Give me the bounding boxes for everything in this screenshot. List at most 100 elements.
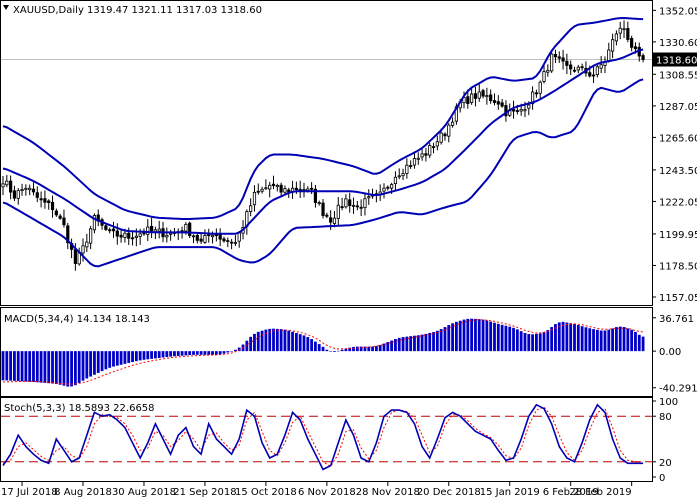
candle-body [294, 187, 298, 190]
candle-body [123, 232, 127, 238]
candle-body [515, 110, 519, 112]
price-axis-label: 1308.55 [659, 70, 697, 81]
time-axis-label: 6 Nov 2018 [298, 487, 356, 498]
macd-bar [508, 326, 512, 352]
stoch-axis-label: 80 [659, 412, 672, 423]
macd-bar [70, 351, 73, 387]
stoch-panel[interactable] [0, 397, 653, 482]
macd-axis-label: 0.00 [659, 347, 681, 358]
candle-body [222, 238, 226, 242]
macd-bar [39, 351, 43, 383]
candle-body [233, 241, 238, 244]
macd-bar [546, 330, 550, 352]
macd-bar [519, 331, 523, 352]
macd-bar [489, 321, 493, 352]
time-axis-label: 8 Aug 2018 [54, 487, 112, 498]
macd-bar [291, 331, 294, 352]
macd-bar [77, 351, 81, 383]
stoch-axis-label: 20 [659, 458, 672, 469]
macd-bar [89, 351, 93, 377]
macd-bar [127, 351, 131, 363]
candle-body [157, 228, 161, 232]
macd-bar [527, 334, 531, 352]
stoch-signal-line [2, 406, 644, 468]
candle-body [43, 198, 47, 203]
symbol-label: XAUUSD,Daily [13, 5, 84, 16]
macd-bar [1, 351, 5, 381]
macd-bar [51, 351, 54, 384]
candle-body [439, 132, 443, 143]
candle-body [275, 184, 279, 187]
macd-bar [260, 330, 264, 352]
macd-bar [317, 344, 321, 352]
macd-title: MACD(5,34,4) 14.134 18.143 [4, 314, 150, 325]
macd-bar [283, 329, 287, 352]
candle-body [595, 66, 599, 75]
macd-bar [253, 333, 256, 352]
macd-bar [626, 328, 630, 352]
macd-bar [176, 351, 180, 356]
ohlc-values: 1319.47 1321.11 1317.03 1318.60 [87, 5, 262, 16]
macd-signal-line [2, 319, 644, 385]
macd-bar [481, 319, 485, 352]
candle-body [538, 81, 542, 94]
price-axis-label: 1178.50 [659, 261, 697, 272]
candle-body [641, 55, 645, 60]
price-panel[interactable] [0, 0, 653, 306]
candle-body [599, 64, 603, 69]
macd-bar [367, 346, 371, 352]
macd-bar [24, 351, 28, 382]
macd-bar [131, 351, 134, 363]
macd-bar [302, 335, 306, 352]
candle-body [550, 53, 554, 72]
macd-bar [595, 329, 599, 352]
candle-body [580, 66, 584, 69]
macd-bar [565, 322, 569, 352]
candle-body [92, 215, 97, 231]
candle-body [530, 91, 535, 105]
macd-bar [615, 327, 618, 352]
price-axis-label: 1157.05 [659, 293, 697, 304]
candle-body [340, 206, 344, 209]
macd-bar [435, 330, 439, 352]
macd-bar [573, 324, 576, 352]
macd-bar [9, 351, 13, 381]
macd-bar [35, 351, 39, 383]
candle-body [527, 104, 531, 109]
macd-bar [180, 351, 184, 356]
time-axis-label: 21 Sep 2018 [173, 487, 236, 498]
macd-bar [588, 328, 592, 352]
macd-bar [142, 351, 146, 360]
time-axis-label: 28 Nov 2018 [356, 487, 420, 498]
macd-bar [192, 351, 195, 355]
candle-body [572, 69, 577, 72]
macd-bar [13, 351, 16, 381]
candle-body [9, 180, 13, 193]
macd-bar [569, 323, 573, 352]
dropdown-triangle-icon[interactable] [3, 5, 9, 10]
candle-body [127, 232, 131, 239]
candle-body [108, 229, 112, 232]
candle-body [363, 198, 367, 209]
macd-bar [512, 327, 515, 352]
macd-bar [188, 351, 192, 356]
macd-bar [405, 336, 409, 352]
bollinger-lower-line [2, 78, 644, 268]
candle-body [54, 210, 58, 216]
time-axis-label: 15 Jan 2019 [480, 487, 540, 498]
macd-bar [234, 349, 237, 352]
macd-bar [420, 334, 424, 352]
candle-body [130, 237, 135, 240]
macd-bar [325, 349, 329, 352]
macd-bar [226, 351, 230, 353]
candle-body [169, 232, 173, 235]
candle-body [401, 173, 405, 177]
macd-bar [557, 322, 561, 352]
macd-bar [634, 331, 637, 352]
price-axis-label: 1287.05 [659, 102, 697, 113]
candle-body [111, 228, 116, 232]
candle-body [89, 228, 93, 244]
macd-bar [504, 325, 508, 352]
macd-bar [637, 334, 641, 352]
